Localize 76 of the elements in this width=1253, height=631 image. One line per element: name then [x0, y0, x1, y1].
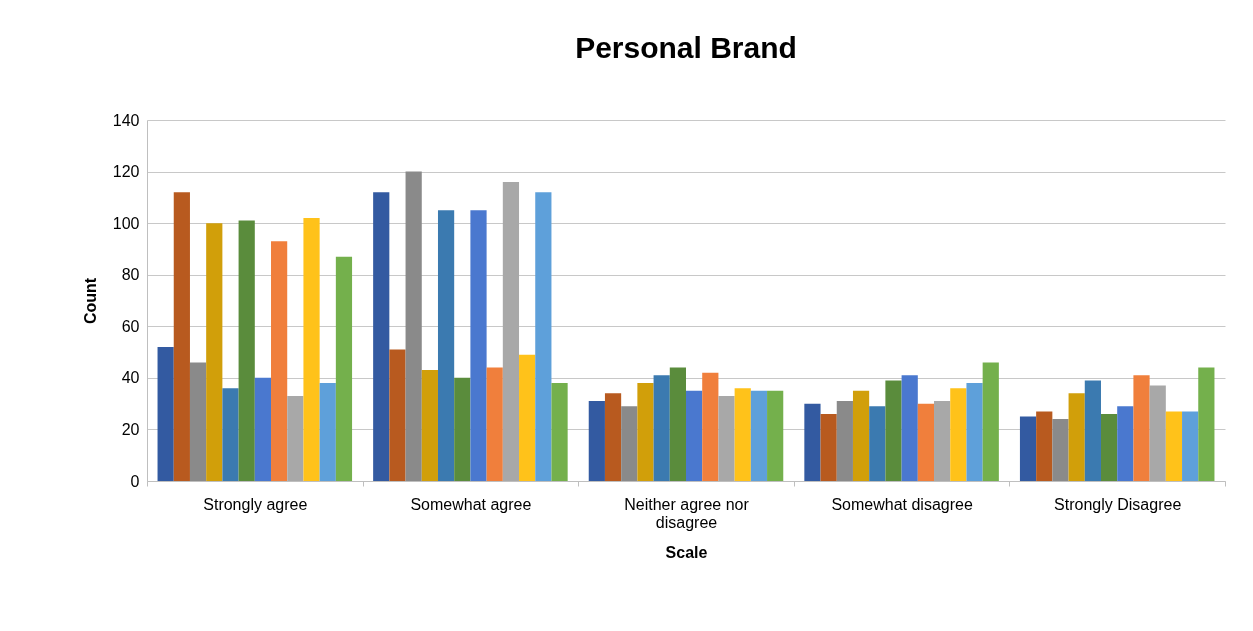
bar: [519, 354, 536, 481]
y-tick-label: 20: [121, 420, 140, 438]
bar: [405, 171, 422, 481]
bar: [189, 362, 207, 481]
bar: [588, 401, 605, 481]
y-tick-label: 60: [121, 317, 140, 335]
bar: [238, 220, 255, 481]
bar: [319, 383, 336, 481]
y-tick-label: 40: [121, 369, 140, 387]
bar: [502, 181, 520, 481]
bar: [836, 401, 853, 481]
bar: [303, 217, 320, 481]
chart-title: Personal Brand: [575, 31, 797, 64]
y-tick-label: 0: [130, 472, 140, 490]
x-tick-label: Strongly agree: [203, 495, 308, 513]
bar: [1133, 375, 1150, 481]
bar: [669, 367, 686, 481]
bar: [254, 377, 272, 481]
y-tick-label: 100: [112, 214, 140, 232]
bar: [1149, 385, 1166, 481]
bar: [373, 192, 390, 481]
bar: [1198, 367, 1215, 481]
x-tick-label: Somewhat disagree: [831, 495, 973, 513]
bar: [1100, 413, 1118, 481]
bar: [869, 406, 886, 481]
bar: [852, 390, 870, 481]
bar: [437, 210, 455, 481]
bar: [820, 413, 837, 481]
bar: [901, 375, 918, 481]
bar: [686, 390, 703, 481]
bar: [1036, 411, 1053, 481]
bar: [222, 388, 239, 481]
bar: [535, 192, 552, 481]
x-tick-label: Strongly Disagree: [1054, 495, 1182, 513]
x-tick-label: Somewhat agree: [410, 495, 532, 513]
bar: [1019, 416, 1037, 481]
bar: [486, 367, 503, 481]
bar: [966, 383, 983, 481]
bar: [804, 403, 821, 481]
bar: [271, 241, 288, 481]
bar: [950, 388, 967, 481]
bar: [1068, 393, 1085, 481]
y-tick-label: 120: [112, 163, 140, 181]
bar: [454, 377, 471, 481]
bar: [637, 383, 654, 481]
bar: [917, 403, 935, 481]
bar: [982, 362, 999, 481]
bar: [750, 390, 768, 481]
bar: [1084, 380, 1101, 481]
x-axis-title: Scale: [665, 543, 708, 561]
bar: [287, 395, 304, 481]
bar: [934, 401, 951, 481]
bar: [621, 406, 638, 481]
bar: [702, 372, 719, 481]
bar: [389, 349, 406, 481]
bar: [173, 192, 190, 481]
bar: [551, 383, 568, 481]
bar: [421, 370, 438, 481]
bar: [1165, 411, 1183, 481]
y-tick-label: 80: [121, 266, 140, 284]
bar: [206, 223, 223, 481]
bar: [885, 380, 902, 481]
bar: [604, 393, 622, 481]
bar: [335, 256, 353, 481]
x-tick-label: Neither agree nor disagree: [624, 495, 750, 531]
y-tick-label: 140: [112, 111, 140, 129]
bar: [734, 388, 751, 481]
bar: [653, 375, 670, 481]
bar: [470, 210, 487, 481]
bar: [1052, 419, 1069, 481]
y-axis-title: Count: [81, 277, 99, 325]
bar: [1117, 406, 1134, 481]
bar: [1182, 411, 1199, 481]
bar: [718, 395, 735, 481]
bar: [157, 346, 174, 481]
bar: [767, 390, 784, 481]
